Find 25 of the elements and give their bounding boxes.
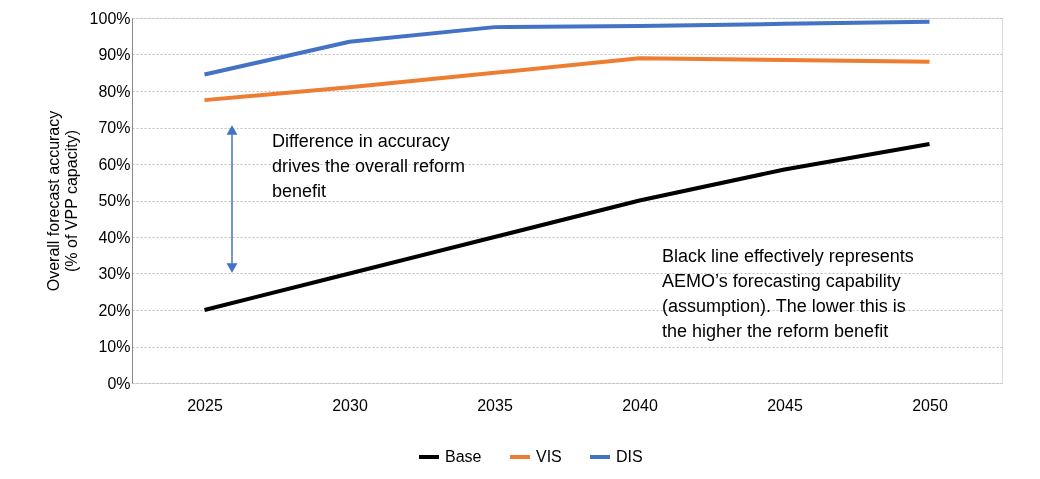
annotation: Difference in accuracy drives the overall reform benefit bbox=[272, 131, 466, 201]
y-tick-label: 10% bbox=[98, 338, 131, 355]
line-series bbox=[202, 56, 932, 103]
y-tick-label: 60% bbox=[98, 155, 131, 173]
y-axis-title: Overall forecast accuracy (% of VPP capacity) bbox=[44, 110, 80, 292]
x-tick-label: 2035 bbox=[477, 396, 513, 414]
legend-label: DIS bbox=[616, 448, 643, 465]
legend-label: Base bbox=[445, 448, 482, 465]
y-tick-label: 100% bbox=[89, 9, 131, 27]
y-tick-label: 70% bbox=[98, 119, 131, 136]
line-series bbox=[202, 19, 932, 77]
annotation: Black line effectively represents AEMO’s forecasting capability (assumption). The lower this is the higher the reform benefit bbox=[662, 246, 914, 341]
x-tick-label: 2025 bbox=[187, 396, 223, 414]
y-tick-label: 0% bbox=[107, 374, 131, 392]
y-tick-label: 40% bbox=[98, 228, 131, 246]
y-tick-label: 50% bbox=[98, 192, 131, 209]
y-tick-label: 90% bbox=[98, 46, 131, 63]
x-tick-label: 2030 bbox=[332, 396, 368, 414]
y-tick-label: 30% bbox=[98, 265, 131, 282]
x-tick-label: 2050 bbox=[912, 396, 948, 414]
x-tick-label: 2040 bbox=[622, 396, 658, 414]
legend-label: VIS bbox=[536, 448, 562, 465]
y-tick-label: 80% bbox=[98, 82, 131, 100]
x-tick-label: 2045 bbox=[767, 396, 803, 414]
y-tick-label: 20% bbox=[98, 301, 131, 319]
